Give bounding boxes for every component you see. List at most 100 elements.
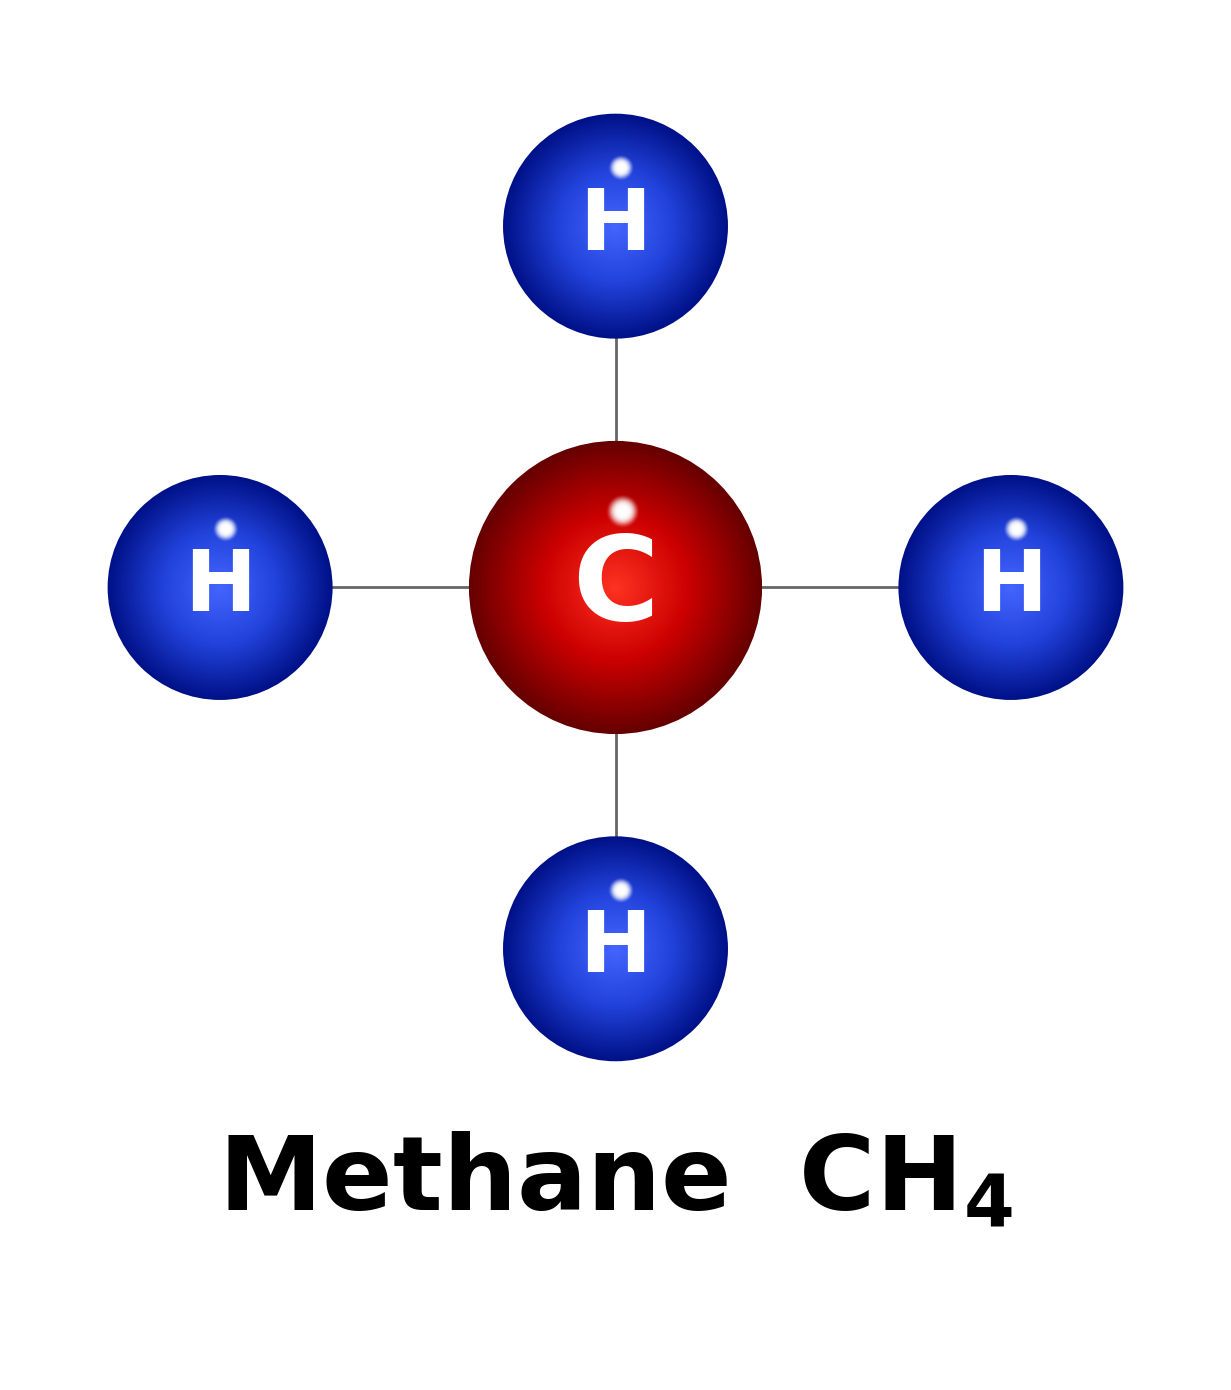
Circle shape [508, 842, 723, 1055]
Circle shape [612, 880, 632, 901]
Circle shape [949, 525, 1072, 649]
Circle shape [518, 489, 713, 685]
Circle shape [612, 945, 619, 952]
Circle shape [138, 505, 303, 670]
Circle shape [1014, 527, 1019, 532]
Circle shape [613, 224, 618, 228]
Circle shape [193, 562, 246, 614]
Circle shape [1004, 516, 1029, 542]
Circle shape [522, 855, 709, 1042]
Circle shape [505, 115, 726, 336]
Circle shape [563, 897, 668, 1001]
Circle shape [469, 441, 762, 734]
Circle shape [1007, 518, 1027, 539]
Circle shape [583, 556, 648, 619]
Circle shape [566, 538, 665, 637]
Circle shape [551, 524, 680, 651]
Circle shape [956, 534, 1065, 642]
Circle shape [218, 521, 234, 537]
Circle shape [616, 885, 627, 895]
Circle shape [162, 530, 278, 645]
Circle shape [209, 577, 231, 599]
Circle shape [531, 142, 700, 310]
Circle shape [583, 917, 648, 981]
Circle shape [606, 578, 625, 598]
Circle shape [1011, 524, 1022, 534]
Circle shape [590, 923, 641, 974]
Circle shape [613, 160, 629, 175]
Circle shape [149, 516, 292, 659]
Circle shape [950, 527, 1071, 648]
Circle shape [527, 138, 704, 314]
Circle shape [586, 196, 645, 256]
Circle shape [576, 186, 655, 265]
Circle shape [612, 158, 630, 177]
Circle shape [617, 163, 625, 172]
Circle shape [1006, 582, 1017, 594]
Circle shape [127, 493, 314, 681]
Circle shape [542, 514, 689, 660]
Circle shape [503, 837, 728, 1062]
Circle shape [153, 520, 288, 655]
Circle shape [620, 509, 625, 513]
Circle shape [515, 848, 716, 1049]
Circle shape [526, 859, 705, 1038]
Circle shape [142, 509, 299, 666]
Circle shape [540, 152, 691, 302]
Circle shape [511, 121, 720, 331]
Circle shape [123, 491, 318, 685]
Circle shape [496, 468, 735, 708]
Circle shape [906, 482, 1115, 692]
Circle shape [549, 521, 682, 653]
Circle shape [544, 877, 687, 1020]
Circle shape [604, 937, 627, 960]
Circle shape [543, 153, 688, 299]
Circle shape [547, 880, 684, 1017]
Circle shape [921, 498, 1101, 677]
Circle shape [554, 887, 677, 1011]
Circle shape [537, 147, 694, 304]
Circle shape [931, 507, 1092, 669]
Circle shape [213, 580, 228, 595]
Circle shape [569, 179, 662, 272]
Circle shape [603, 575, 628, 599]
Circle shape [990, 567, 1032, 607]
Circle shape [207, 574, 233, 600]
Circle shape [612, 222, 619, 229]
Circle shape [198, 564, 243, 610]
Circle shape [590, 200, 641, 253]
Circle shape [608, 156, 634, 181]
Circle shape [576, 549, 655, 627]
Circle shape [955, 531, 1067, 644]
Circle shape [119, 486, 321, 688]
Circle shape [565, 175, 666, 277]
Circle shape [518, 851, 713, 1047]
Circle shape [526, 136, 705, 316]
Circle shape [979, 556, 1043, 620]
Circle shape [489, 460, 742, 714]
Circle shape [620, 167, 622, 168]
Circle shape [523, 135, 708, 318]
Circle shape [582, 915, 649, 983]
Circle shape [614, 883, 628, 898]
Circle shape [1003, 580, 1018, 595]
Circle shape [900, 477, 1121, 698]
Circle shape [174, 541, 267, 634]
Circle shape [134, 502, 307, 674]
Circle shape [555, 167, 676, 286]
Circle shape [591, 563, 640, 612]
Circle shape [609, 944, 622, 955]
Circle shape [503, 114, 728, 339]
Circle shape [116, 482, 325, 692]
Circle shape [618, 165, 624, 171]
Circle shape [561, 894, 670, 1004]
Circle shape [1000, 577, 1022, 599]
Circle shape [604, 215, 627, 238]
Circle shape [217, 520, 235, 538]
Circle shape [612, 500, 634, 521]
Circle shape [218, 585, 222, 589]
Circle shape [618, 887, 624, 894]
Circle shape [531, 865, 700, 1033]
Circle shape [613, 502, 633, 521]
Circle shape [556, 528, 675, 646]
